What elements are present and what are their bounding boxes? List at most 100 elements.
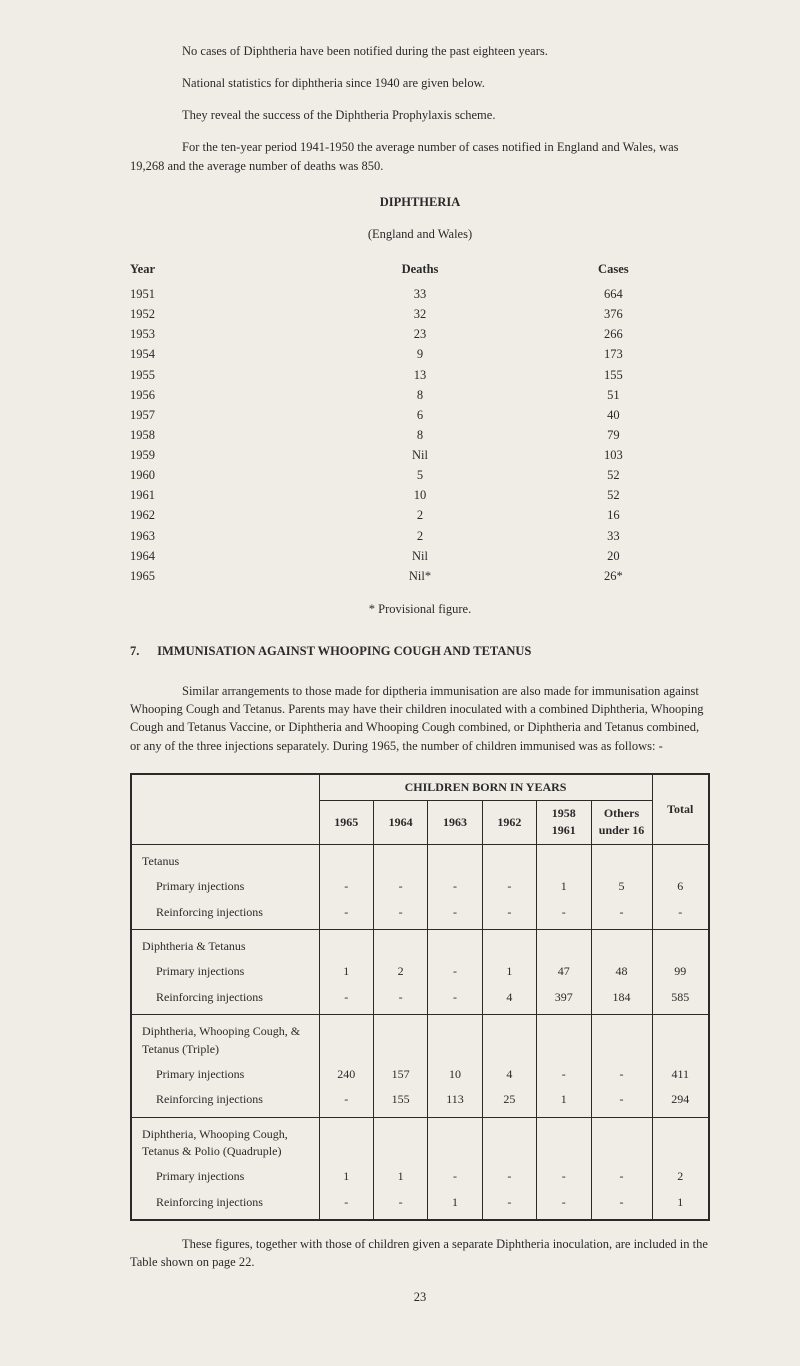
cell: -: [319, 900, 373, 930]
cell: -: [482, 1164, 536, 1189]
group-header-row: Diphtheria, Whooping Cough, & Tetanus (T…: [131, 1015, 709, 1062]
cell-deaths: 32: [323, 304, 516, 324]
cell: 2: [652, 1164, 709, 1189]
group-title: Diphtheria, Whooping Cough, Tetanus & Po…: [131, 1117, 319, 1164]
cell: 1: [319, 959, 373, 984]
table-row: Reinforcing injections-155113251-294: [131, 1087, 709, 1117]
cell-year: 1953: [130, 324, 323, 344]
cell: [591, 1117, 652, 1164]
cell-year: 1960: [130, 465, 323, 485]
cell: -: [537, 1190, 591, 1220]
row-label: Reinforcing injections: [131, 900, 319, 930]
cell-deaths: 2: [323, 526, 516, 546]
cell: -: [319, 874, 373, 899]
cell-cases: 52: [517, 485, 710, 505]
cell: -: [537, 1062, 591, 1087]
cell: -: [591, 1062, 652, 1087]
cell-deaths: 8: [323, 425, 516, 445]
col-cases: Cases: [517, 259, 710, 284]
cell: -: [591, 1190, 652, 1220]
cell-year: 1964: [130, 546, 323, 566]
table-row: 1956851: [130, 385, 710, 405]
col-1958: 1958 1961: [537, 801, 591, 845]
cell-year: 1962: [130, 505, 323, 525]
cell: [319, 929, 373, 959]
cell-year: 1961: [130, 485, 323, 505]
cell: 47: [537, 959, 591, 984]
cell: [482, 1117, 536, 1164]
closing-para: These figures, together with those of ch…: [130, 1235, 710, 1271]
cell: [428, 1117, 482, 1164]
cell-year: 1963: [130, 526, 323, 546]
cell-cases: 376: [517, 304, 710, 324]
cell: [537, 1117, 591, 1164]
table-row: Primary injections----156: [131, 874, 709, 899]
table-row: 19611052: [130, 485, 710, 505]
page-number: 23: [130, 1288, 710, 1306]
cell: 155: [373, 1087, 427, 1117]
cell: 48: [591, 959, 652, 984]
cell: [319, 1117, 373, 1164]
cell: 1: [482, 959, 536, 984]
cell: [591, 1015, 652, 1062]
cell: 184: [591, 985, 652, 1015]
cell-deaths: 13: [323, 365, 516, 385]
cell: -: [537, 1164, 591, 1189]
group-title: Diphtheria, Whooping Cough, & Tetanus (T…: [131, 1015, 319, 1062]
cell-deaths: 5: [323, 465, 516, 485]
col-1964: 1964: [373, 801, 427, 845]
cell: -: [428, 874, 482, 899]
cell-deaths: 8: [323, 385, 516, 405]
cell-year: 1958: [130, 425, 323, 445]
table-row: 1964Nil20: [130, 546, 710, 566]
col-1965: 1965: [319, 801, 373, 845]
table-row: 195513155: [130, 365, 710, 385]
cell: [428, 844, 482, 874]
cell: -: [482, 1190, 536, 1220]
col-1962: 1962: [482, 801, 536, 845]
cell: -: [319, 1190, 373, 1220]
cell: [428, 1015, 482, 1062]
cell-deaths: 33: [323, 284, 516, 304]
cell-cases: 26*: [517, 566, 710, 586]
row-label: Reinforcing injections: [131, 1190, 319, 1220]
cell-cases: 103: [517, 445, 710, 465]
cell-deaths: 10: [323, 485, 516, 505]
cell-deaths: 2: [323, 505, 516, 525]
col-others: Others under 16: [591, 801, 652, 845]
table-row: 1960552: [130, 465, 710, 485]
table-row: 19549173: [130, 344, 710, 364]
cell-cases: 79: [517, 425, 710, 445]
children-table: CHILDREN BORN IN YEARS Total 1965 1964 1…: [130, 773, 710, 1222]
table-row: Reinforcing injections-------: [131, 900, 709, 930]
cell: 294: [652, 1087, 709, 1117]
cell: 4: [482, 985, 536, 1015]
cell: -: [319, 985, 373, 1015]
group-title: Tetanus: [131, 844, 319, 874]
cell-cases: 20: [517, 546, 710, 566]
cell: [537, 1015, 591, 1062]
section-7-heading: 7. IMMUNISATION AGAINST WHOOPING COUGH A…: [130, 642, 710, 660]
table-row: Reinforcing injections--1---1: [131, 1190, 709, 1220]
group-header-row: Tetanus: [131, 844, 709, 874]
cell-year: 1955: [130, 365, 323, 385]
cell-deaths: Nil*: [323, 566, 516, 586]
cell: [591, 929, 652, 959]
cell-cases: 40: [517, 405, 710, 425]
cell: -: [482, 874, 536, 899]
cell: -: [319, 1087, 373, 1117]
cell: [652, 844, 709, 874]
cell: -: [591, 1087, 652, 1117]
cell: -: [428, 959, 482, 984]
table-row: 1963233: [130, 526, 710, 546]
row-label: Reinforcing injections: [131, 985, 319, 1015]
cell: -: [591, 1164, 652, 1189]
provisional-footnote: * Provisional figure.: [130, 600, 710, 618]
cell: -: [482, 900, 536, 930]
page: No cases of Diphtheria have been notifie…: [0, 0, 800, 1336]
cell: [373, 1117, 427, 1164]
cell: 1: [373, 1164, 427, 1189]
table-row: 1962216: [130, 505, 710, 525]
row-label: Primary injections: [131, 1164, 319, 1189]
cell-cases: 155: [517, 365, 710, 385]
